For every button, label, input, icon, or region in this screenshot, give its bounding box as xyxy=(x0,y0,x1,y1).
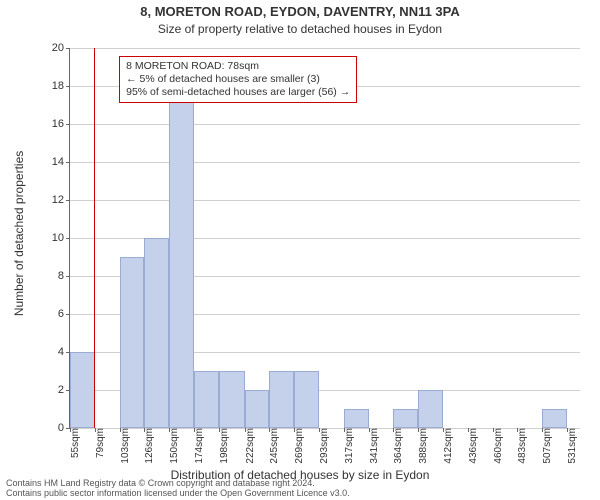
histogram-bar xyxy=(219,371,244,428)
histogram-bar xyxy=(418,390,443,428)
gridline-h xyxy=(70,162,580,163)
xtick-label: 364sqm xyxy=(389,428,404,464)
ytick-label: 16 xyxy=(52,118,70,130)
xtick-label: 126sqm xyxy=(140,428,155,464)
xtick-label: 269sqm xyxy=(290,428,305,464)
annotation-box: 8 MORETON ROAD: 78sqm← 5% of detached ho… xyxy=(119,56,357,103)
xtick-label: 317sqm xyxy=(340,428,355,464)
y-axis-label: Number of detached properties xyxy=(12,151,26,316)
histogram-bar xyxy=(70,352,95,428)
histogram-bar xyxy=(120,257,144,428)
xtick-label: 436sqm xyxy=(464,428,479,464)
chart-container: 8, MORETON ROAD, EYDON, DAVENTRY, NN11 3… xyxy=(0,0,600,500)
ytick-label: 12 xyxy=(52,194,70,206)
gridline-h xyxy=(70,48,580,49)
footer-attribution: Contains HM Land Registry data © Crown c… xyxy=(6,479,350,499)
xtick-label: 388sqm xyxy=(414,428,429,464)
xtick-label: 460sqm xyxy=(489,428,504,464)
footer-line2: Contains public sector information licen… xyxy=(6,489,350,499)
chart-subtitle: Size of property relative to detached ho… xyxy=(0,22,600,36)
histogram-bar xyxy=(245,390,269,428)
ytick-label: 4 xyxy=(58,346,70,358)
ytick-label: 10 xyxy=(52,232,70,244)
property-marker-line xyxy=(94,48,95,428)
xtick-label: 55sqm xyxy=(66,428,81,458)
histogram-bar xyxy=(144,238,169,428)
chart-title: 8, MORETON ROAD, EYDON, DAVENTRY, NN11 3… xyxy=(0,4,600,19)
gridline-h xyxy=(70,124,580,125)
ytick-label: 20 xyxy=(52,42,70,54)
xtick-label: 531sqm xyxy=(563,428,578,464)
ytick-label: 18 xyxy=(52,80,70,92)
xtick-label: 150sqm xyxy=(165,428,180,464)
histogram-bar xyxy=(542,409,567,428)
histogram-bar xyxy=(393,409,418,428)
histogram-bar xyxy=(194,371,219,428)
xtick-label: 198sqm xyxy=(215,428,230,464)
xtick-label: 103sqm xyxy=(116,428,131,464)
xtick-label: 174sqm xyxy=(190,428,205,464)
xtick-label: 79sqm xyxy=(91,428,106,458)
xtick-label: 222sqm xyxy=(241,428,256,464)
xtick-label: 341sqm xyxy=(365,428,380,464)
xtick-label: 507sqm xyxy=(538,428,553,464)
annotation-line: ← 5% of detached houses are smaller (3) xyxy=(126,73,350,86)
histogram-bar xyxy=(169,86,194,428)
annotation-line: 8 MORETON ROAD: 78sqm xyxy=(126,60,350,73)
annotation-line: 95% of semi-detached houses are larger (… xyxy=(126,86,350,99)
histogram-bar xyxy=(294,371,319,428)
histogram-bar xyxy=(344,409,369,428)
ytick-label: 6 xyxy=(58,308,70,320)
xtick-label: 245sqm xyxy=(265,428,280,464)
xtick-label: 293sqm xyxy=(315,428,330,464)
plot-area: 0246810121416182055sqm79sqm103sqm126sqm1… xyxy=(70,48,580,428)
xtick-label: 412sqm xyxy=(439,428,454,464)
ytick-label: 8 xyxy=(58,270,70,282)
xtick-label: 483sqm xyxy=(513,428,528,464)
ytick-label: 14 xyxy=(52,156,70,168)
ytick-label: 2 xyxy=(58,384,70,396)
gridline-h xyxy=(70,200,580,201)
histogram-bar xyxy=(269,371,294,428)
